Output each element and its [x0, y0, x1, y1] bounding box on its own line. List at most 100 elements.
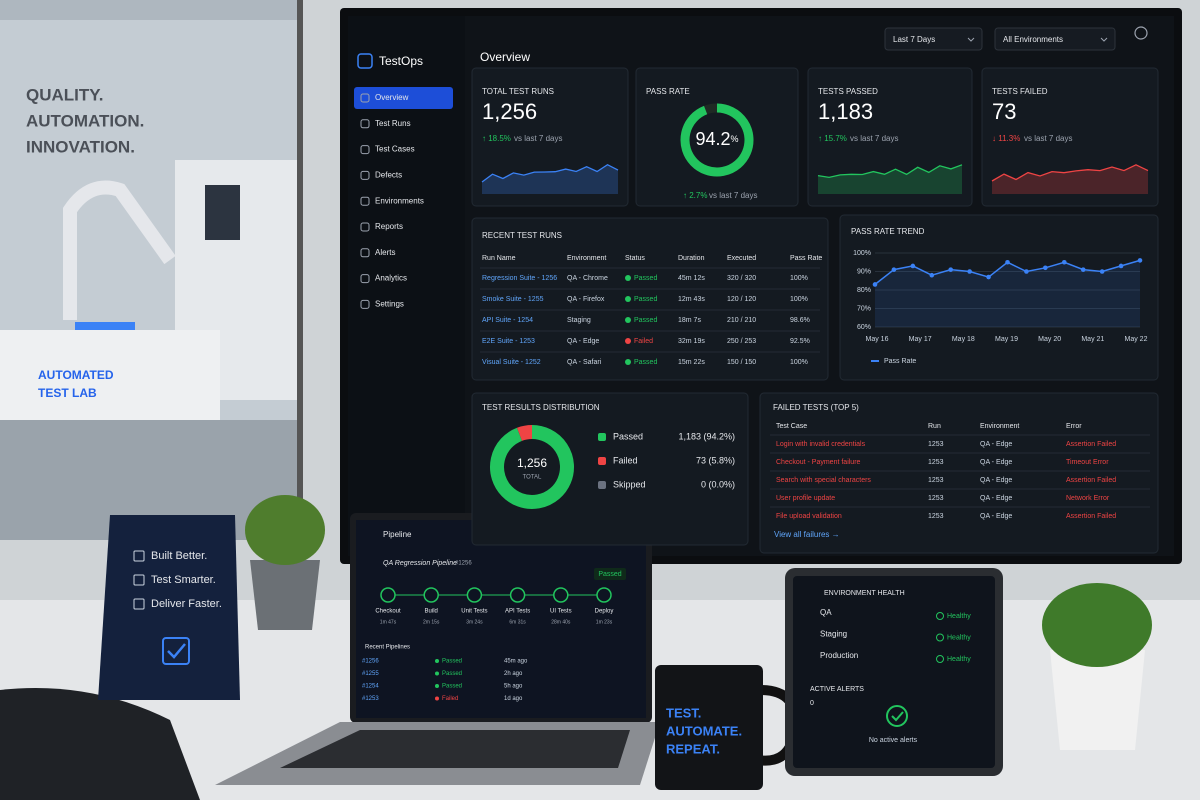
- nav-item[interactable]: Settings: [375, 300, 404, 309]
- table-cell[interactable]: File upload validation: [776, 513, 842, 520]
- kpi-label: TESTS PASSED: [818, 87, 878, 96]
- nav-item[interactable]: Defects: [375, 171, 402, 180]
- nav-item[interactable]: Analytics: [375, 274, 407, 283]
- x-tick-label: May 21: [1081, 336, 1104, 343]
- panel: [759, 392, 1159, 554]
- nav-item[interactable]: Reports: [375, 222, 403, 231]
- link[interactable]: View all failures →: [774, 530, 840, 539]
- table-cell[interactable]: Search with special characters: [776, 477, 871, 484]
- nav-item[interactable]: Environments: [375, 196, 424, 205]
- column-header: Run Name: [482, 255, 516, 262]
- filter-dropdown[interactable]: [994, 27, 1116, 51]
- stage-time: 2m 15s: [423, 619, 440, 625]
- kpi-change: ↓ 11.3%: [992, 134, 1020, 143]
- table-cell: 320 / 320: [727, 275, 756, 282]
- kpi-note: vs last 7 days: [1024, 134, 1072, 143]
- alerts-empty: No active alerts: [869, 737, 918, 744]
- pipeline-run-id[interactable]: #1254: [362, 684, 379, 690]
- env-status: Healthy: [947, 656, 971, 663]
- nav-item[interactable]: Test Runs: [375, 119, 411, 128]
- lab-light: [75, 322, 135, 330]
- trend-point: [1024, 269, 1029, 274]
- x-tick-label: May 16: [866, 336, 889, 343]
- status-dot: [435, 659, 439, 663]
- pipeline-run-age: 5h ago: [504, 684, 523, 690]
- panel-title: RECENT TEST RUNS: [482, 231, 562, 240]
- status-dot: [625, 317, 631, 323]
- gauge-value: 94.2%: [695, 129, 738, 149]
- status-text: Passed: [634, 359, 657, 366]
- table-cell: 1253: [928, 441, 944, 448]
- panel-title: TEST RESULTS DISTRIBUTION: [482, 403, 600, 412]
- pipeline-run-id[interactable]: #1253: [362, 696, 379, 702]
- refresh-button[interactable]: [1134, 26, 1148, 40]
- stage-node: [553, 587, 569, 603]
- table-cell[interactable]: API Suite - 1254: [482, 317, 533, 324]
- y-tick-label: 90%: [857, 268, 871, 275]
- gauge-unit: %: [731, 134, 739, 144]
- column-header: Run: [928, 423, 941, 430]
- tent-card: [98, 515, 240, 700]
- status-icon: [936, 633, 944, 642]
- nav-icon: [360, 93, 370, 103]
- legend-swatch: [598, 457, 606, 465]
- nav-item[interactable]: Test Cases: [375, 145, 415, 154]
- pipeline-run-id[interactable]: #1256: [362, 659, 379, 665]
- status-dot: [625, 359, 631, 365]
- table-cell: QA - Edge: [980, 495, 1012, 502]
- env-status: Healthy: [947, 613, 971, 620]
- donut-total: 1,256: [517, 456, 547, 470]
- trend-area: [875, 260, 1140, 327]
- filter-label[interactable]: Last 7 Days: [893, 35, 935, 44]
- nav-item[interactable]: Alerts: [375, 248, 395, 257]
- table-cell[interactable]: Smoke Suite - 1255: [482, 296, 544, 303]
- laptop-title: Pipeline: [383, 530, 412, 539]
- table-cell: QA - Firefox: [567, 296, 605, 303]
- table-cell[interactable]: Visual Suite - 1252: [482, 359, 541, 366]
- status-dot: [625, 338, 631, 344]
- kpi-card: [471, 67, 629, 207]
- filter-dropdown[interactable]: [884, 27, 983, 51]
- table-cell[interactable]: Checkout - Payment failure: [776, 459, 861, 466]
- panel-title: PASS RATE TREND: [851, 227, 925, 236]
- stage-name: API Tests: [505, 609, 530, 615]
- stage-name: Build: [425, 609, 438, 615]
- table-cell[interactable]: User profile update: [776, 495, 835, 502]
- mug: [655, 665, 763, 790]
- wall-slogan: INNOVATION.: [26, 137, 135, 156]
- y-tick-label: 80%: [857, 287, 871, 294]
- table-cell: 12m 43s: [678, 296, 705, 303]
- sparkline: [817, 164, 963, 179]
- table-cell[interactable]: Login with invalid credentials: [776, 441, 866, 448]
- trend-point: [967, 269, 972, 274]
- table-cell[interactable]: Regression Suite - 1256: [482, 275, 557, 282]
- wall-slogan: QUALITY.: [26, 85, 103, 104]
- table-cell: Assertion Failed: [1066, 513, 1116, 520]
- checkbox: [133, 598, 145, 610]
- pipeline-run-age: 1d ago: [504, 696, 523, 702]
- nav-icon: [360, 274, 370, 284]
- kpi-change: ↑ 2.7%: [683, 191, 707, 200]
- table-cell: Assertion Failed: [1066, 477, 1116, 484]
- pipeline-run-status: Passed: [442, 659, 462, 665]
- nav-item[interactable]: Overview: [375, 93, 409, 102]
- y-tick-label: 60%: [857, 324, 871, 331]
- table-cell: QA - Edge: [980, 513, 1012, 520]
- keyboard: [280, 730, 630, 768]
- x-tick-label: May 20: [1038, 336, 1061, 343]
- plant: [245, 495, 325, 565]
- pipeline-run-id[interactable]: #1255: [362, 671, 379, 677]
- filter-label[interactable]: All Environments: [1003, 35, 1063, 44]
- stage-time: 28m 40s: [551, 619, 571, 625]
- ok-icon: [886, 705, 908, 727]
- stage-time: 1m 47s: [380, 619, 397, 625]
- table-cell: 18m 7s: [678, 317, 701, 324]
- kpi-label: TOTAL TEST RUNS: [482, 87, 554, 96]
- x-tick-label: May 18: [952, 336, 975, 343]
- brand: TestOps: [379, 54, 423, 68]
- table-cell[interactable]: E2E Suite - 1253: [482, 338, 535, 345]
- x-tick-label: May 19: [995, 336, 1018, 343]
- panel: [839, 214, 1159, 381]
- alerts-count: 0: [810, 700, 814, 707]
